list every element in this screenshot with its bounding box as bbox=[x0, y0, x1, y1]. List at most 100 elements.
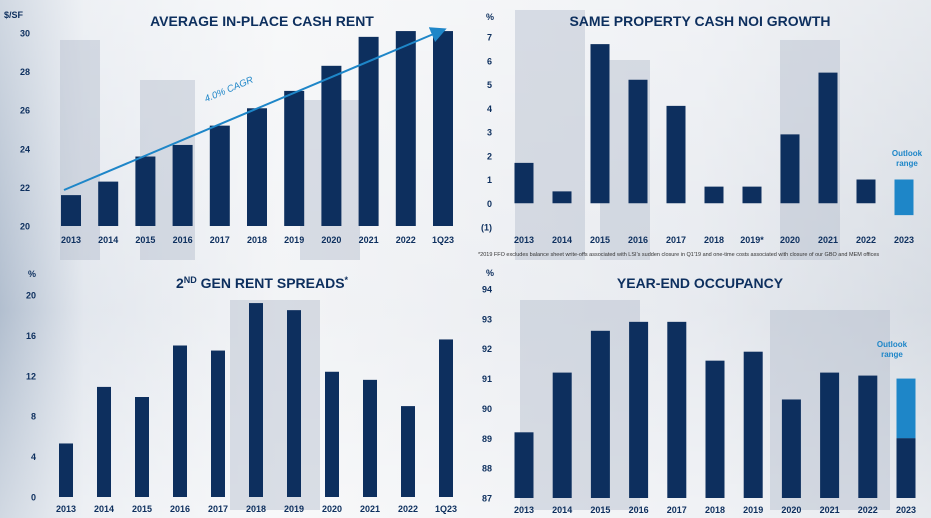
x-tick-label: 2020 bbox=[322, 504, 342, 514]
y-tick-label: 92 bbox=[482, 344, 492, 354]
chart-2-ylabel: % bbox=[486, 12, 494, 22]
bar-2015 bbox=[135, 156, 156, 226]
y-tick-label: 88 bbox=[482, 464, 492, 474]
x-tick-label: 2013 bbox=[514, 505, 534, 515]
x-tick-label: 2021 bbox=[360, 504, 380, 514]
x-tick-label: 2020 bbox=[780, 235, 800, 245]
y-tick-label: (1) bbox=[481, 223, 492, 233]
x-tick-label: 2017 bbox=[666, 235, 686, 245]
chart-4-ylabel: % bbox=[486, 268, 494, 278]
bar-2014 bbox=[552, 372, 572, 498]
chart-4-outlook-label-line2: range bbox=[881, 350, 903, 359]
x-tick-label: 2022 bbox=[856, 235, 876, 245]
outlook-range-bar bbox=[894, 179, 914, 216]
title-part-2: 2 bbox=[176, 275, 184, 291]
y-tick-label: 20 bbox=[26, 291, 36, 301]
bar-2013 bbox=[59, 443, 73, 497]
x-tick-label: 2019* bbox=[740, 235, 764, 245]
x-tick-label: 2018 bbox=[705, 505, 725, 515]
bar-2014 bbox=[97, 386, 111, 497]
bar-2021 bbox=[358, 36, 379, 226]
y-tick-label: 2 bbox=[487, 151, 492, 161]
bar-2020 bbox=[781, 399, 801, 498]
chart-2-outlook-label-line1: Outlook bbox=[892, 149, 923, 158]
x-tick-label: 2020 bbox=[781, 505, 801, 515]
x-tick-label: 2018 bbox=[704, 235, 724, 245]
bar-2017 bbox=[667, 321, 687, 498]
y-tick-label: 7 bbox=[487, 33, 492, 43]
x-tick-label: 2021 bbox=[818, 235, 838, 245]
cagr-trend-arrow bbox=[63, 27, 447, 191]
chart-4-title: YEAR-END OCCUPANCY bbox=[617, 275, 784, 291]
bar-1Q23 bbox=[433, 31, 453, 226]
x-tick-label: 2019 bbox=[284, 504, 304, 514]
bar-2022 bbox=[858, 375, 878, 498]
x-tick-label: 2015 bbox=[132, 504, 152, 514]
x-tick-label: 1Q23 bbox=[432, 235, 454, 245]
x-tick-label: 2015 bbox=[590, 505, 610, 515]
y-tick-label: 0 bbox=[31, 493, 36, 503]
chart-2-outlook-label-line2: range bbox=[896, 159, 918, 168]
x-tick-label: 2016 bbox=[170, 504, 190, 514]
x-tick-label: 1Q23 bbox=[435, 504, 457, 514]
y-tick-label: 90 bbox=[482, 404, 492, 414]
x-tick-label: 2013 bbox=[56, 504, 76, 514]
y-tick-label: 4 bbox=[31, 452, 36, 462]
y-tick-label: 12 bbox=[26, 371, 36, 381]
y-tick-label: 89 bbox=[482, 434, 492, 444]
bar-2014 bbox=[552, 191, 572, 204]
y-tick-label: 3 bbox=[487, 128, 492, 138]
x-tick-label: 2023 bbox=[894, 235, 914, 245]
x-tick-label: 2016 bbox=[629, 505, 649, 515]
x-tick-label: 2018 bbox=[247, 235, 267, 245]
y-tick-label: 30 bbox=[20, 29, 30, 39]
bar-2020 bbox=[321, 65, 342, 226]
bar-2018 bbox=[705, 360, 725, 498]
chart-3-title: 2ND GEN RENT SPREADS* bbox=[176, 275, 349, 291]
title-part-rest: GEN RENT SPREADS bbox=[197, 275, 345, 291]
x-tick-label: 2015 bbox=[135, 235, 155, 245]
y-tick-label: 5 bbox=[487, 80, 492, 90]
x-tick-label: 2019 bbox=[284, 235, 304, 245]
outlook-range-bar bbox=[896, 378, 916, 439]
title-part-asterisk: * bbox=[345, 275, 349, 285]
svg-text:2ND GEN RENT SPREADS*: 2ND GEN RENT SPREADS* bbox=[176, 275, 349, 291]
y-tick-label: 93 bbox=[482, 314, 492, 324]
x-tick-label: 2017 bbox=[210, 235, 230, 245]
bar-2021 bbox=[820, 372, 840, 498]
x-tick-label: 2014 bbox=[98, 235, 118, 245]
y-tick-label: 22 bbox=[20, 183, 30, 193]
x-tick-label: 2020 bbox=[321, 235, 341, 245]
x-tick-label: 2015 bbox=[590, 235, 610, 245]
y-tick-label: 0 bbox=[487, 199, 492, 209]
chart-1-title: AVERAGE IN-PLACE CASH RENT bbox=[150, 13, 374, 29]
bar-2016 bbox=[173, 345, 187, 497]
y-tick-label: 87 bbox=[482, 494, 492, 504]
bar-2017 bbox=[209, 125, 230, 226]
bar-2021 bbox=[818, 72, 838, 204]
bar-2019 bbox=[743, 351, 763, 498]
x-tick-label: 2022 bbox=[858, 505, 878, 515]
x-tick-label: 2022 bbox=[396, 235, 416, 245]
y-tick-label: 20 bbox=[20, 222, 30, 232]
y-tick-label: 26 bbox=[20, 106, 30, 116]
y-tick-label: 91 bbox=[482, 374, 492, 384]
x-tick-label: 2021 bbox=[820, 505, 840, 515]
x-tick-label: 2023 bbox=[896, 505, 916, 515]
bar-2015 bbox=[590, 330, 610, 498]
bar-2015 bbox=[135, 397, 149, 497]
y-tick-label: 4 bbox=[487, 104, 492, 114]
y-tick-label: 6 bbox=[487, 56, 492, 66]
x-tick-label: 2014 bbox=[552, 505, 572, 515]
chart-3-ylabel: % bbox=[28, 269, 36, 279]
chart-1-ylabel: $/SF bbox=[4, 10, 24, 20]
bar-2017 bbox=[211, 350, 225, 497]
x-tick-label: 2014 bbox=[94, 504, 114, 514]
bar-2019 bbox=[287, 310, 301, 497]
x-tick-label: 2017 bbox=[208, 504, 228, 514]
y-tick-label: 28 bbox=[20, 67, 30, 77]
bar-2016 bbox=[628, 79, 648, 204]
bar-2021 bbox=[363, 379, 377, 497]
